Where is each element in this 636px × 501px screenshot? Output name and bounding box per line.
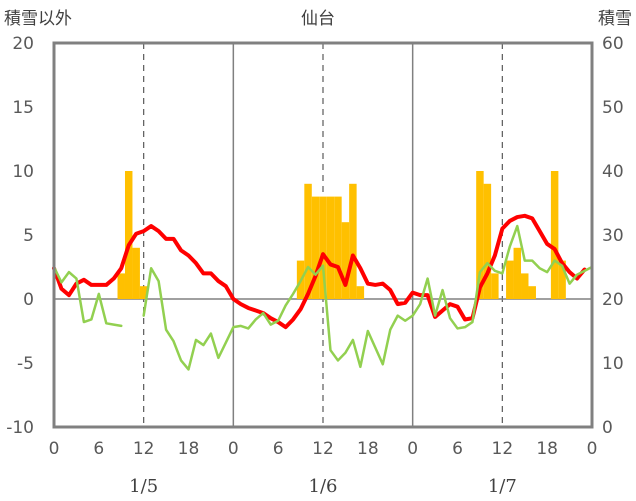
- x-tick-label: 18: [536, 439, 558, 459]
- y-tick-right-label: 10: [602, 354, 624, 374]
- y-tick-left-label: 0: [23, 290, 34, 310]
- y-tick-left-label: 5: [23, 226, 34, 246]
- x-tick-label: 6: [273, 439, 284, 459]
- y-tick-right-label: 60: [602, 34, 624, 54]
- bar: [476, 171, 484, 299]
- bar: [521, 273, 529, 299]
- bar: [528, 286, 536, 299]
- line-series: [52, 213, 594, 429]
- bar: [132, 247, 140, 299]
- x-tick-label: 6: [93, 439, 104, 459]
- y-tick-left-label: -10: [6, 418, 34, 438]
- bar: [550, 171, 559, 299]
- x-tick-label: 12: [492, 439, 514, 459]
- bar: [124, 171, 133, 299]
- bar: [117, 273, 125, 299]
- x-tick-label: 0: [587, 439, 598, 459]
- chart-title: 仙台: [301, 9, 335, 29]
- date-label: 1/6: [309, 476, 338, 497]
- y-tick-right-label: 50: [602, 98, 624, 118]
- bar: [311, 196, 320, 299]
- bar: [341, 222, 350, 299]
- y-tick-left-label: 10: [12, 162, 34, 182]
- bar: [491, 273, 499, 299]
- y-axis-right-label: 積雪: [598, 9, 632, 29]
- bar: [304, 183, 312, 299]
- x-tick-label: 0: [407, 439, 418, 459]
- plot-frame: [52, 41, 594, 429]
- bar: [139, 286, 148, 299]
- y-tick-right-label: 30: [602, 226, 624, 246]
- x-tick-label: 0: [49, 439, 60, 459]
- bar: [506, 260, 514, 299]
- bar: [334, 196, 342, 299]
- y-tick-left-label: 15: [12, 98, 34, 118]
- y-tick-left-label: -5: [17, 354, 34, 374]
- x-tick-label: 18: [178, 439, 200, 459]
- x-tick-label: 12: [133, 439, 155, 459]
- x-tick-label: 0: [228, 439, 239, 459]
- bar: [349, 183, 357, 299]
- x-tick-label: 18: [357, 439, 379, 459]
- y-tick-right-label: 40: [602, 162, 624, 182]
- date-label: 1/5: [129, 476, 158, 497]
- y-tick-left-label: 20: [12, 34, 34, 54]
- y-axis-left-label: 積雪以外: [4, 9, 72, 29]
- bar: [356, 286, 365, 299]
- bar: [558, 260, 566, 299]
- date-label: 1/7: [488, 476, 517, 497]
- series-line: [52, 265, 123, 328]
- x-tick-label: 6: [452, 439, 463, 459]
- y-tick-right-label: 0: [602, 418, 613, 438]
- bar: [319, 196, 327, 299]
- series-line: [52, 213, 587, 330]
- y-tick-right-label: 20: [602, 290, 624, 310]
- bar: [483, 183, 492, 299]
- x-tick-label: 12: [312, 439, 334, 459]
- bar: [513, 247, 522, 299]
- bar-series: [117, 171, 566, 299]
- bar: [326, 196, 335, 299]
- series-line: [142, 224, 594, 371]
